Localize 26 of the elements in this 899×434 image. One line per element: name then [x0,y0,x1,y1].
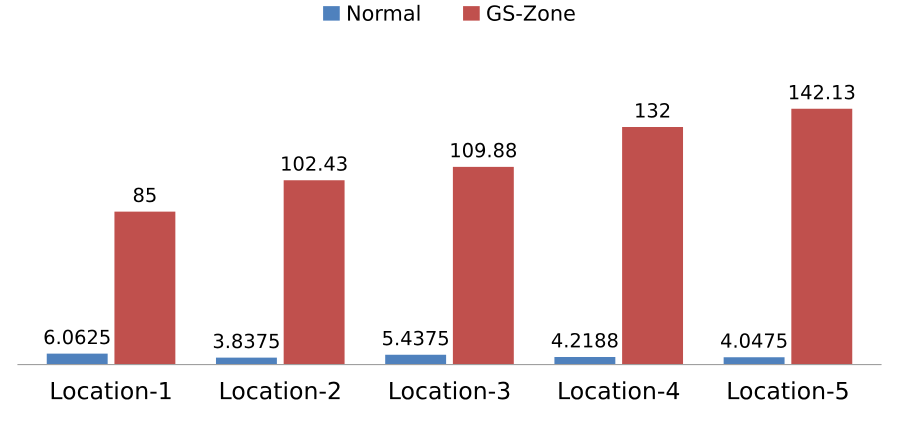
data-label: 132 [636,103,670,118]
data-label: 109.88 [451,142,516,158]
data-label: 6.0625 [44,330,110,344]
data-label: 3.8375 [214,334,279,348]
legend-label: GS-Zone [487,5,575,21]
data-label: 5.4375 [383,330,448,346]
x-tick-label: Location-1 [52,381,171,400]
x-tick-label: Location-5 [728,381,848,400]
data-label: 102.43 [282,156,347,171]
bar [216,358,277,365]
bar [554,356,616,365]
data-label: 4.2188 [552,332,618,348]
bar [284,180,345,365]
legend-label: Normal [348,4,420,21]
bar [385,354,446,365]
x-tick-label: Location-3 [390,381,510,400]
x-tick-label: Location-2 [220,381,340,400]
bar [452,166,514,365]
bar [46,354,108,365]
bar [622,127,684,365]
x-tick-label: Location-4 [559,381,680,400]
bar [114,212,176,365]
data-label: 142.13 [790,84,854,100]
data-label: 85 [134,188,156,202]
bar [791,108,852,365]
data-label: 4.0475 [721,333,786,348]
